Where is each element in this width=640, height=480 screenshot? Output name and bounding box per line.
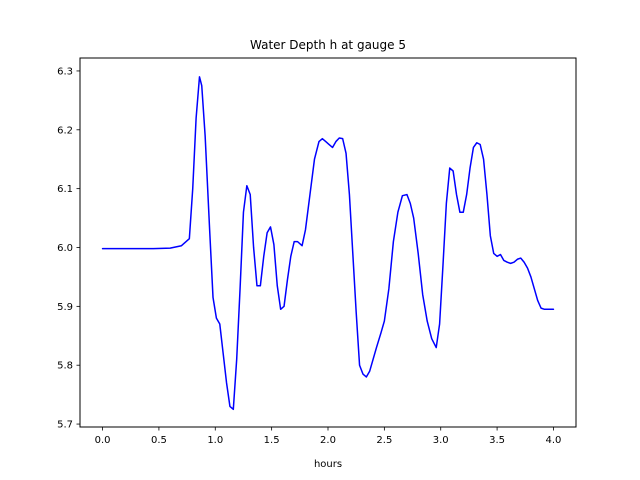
x-axis-label: hours bbox=[314, 459, 342, 470]
x-tick-label: 2.5 bbox=[376, 435, 392, 446]
x-axis: 0.0 0.5 1.0 1.5 2.0 2.5 3.0 3.5 4.0 bbox=[95, 427, 562, 446]
y-tick-label: 6.1 bbox=[57, 184, 73, 195]
y-tick-label: 6.2 bbox=[57, 125, 73, 136]
x-tick-label: 1.0 bbox=[207, 435, 223, 446]
y-tick-label: 6.0 bbox=[57, 243, 73, 254]
plot-background bbox=[80, 58, 576, 427]
y-tick-label: 6.3 bbox=[57, 66, 73, 77]
x-tick-label: 1.5 bbox=[264, 435, 280, 446]
y-tick-label: 5.7 bbox=[57, 420, 73, 431]
x-tick-label: 0.0 bbox=[95, 435, 111, 446]
x-tick-label: 0.5 bbox=[151, 435, 167, 446]
series-line-gauge-5 bbox=[101, 76, 555, 411]
chart-title: Water Depth h at gauge 5 bbox=[250, 38, 406, 52]
y-tick-label: 5.8 bbox=[57, 361, 73, 372]
x-tick-label: 3.0 bbox=[433, 435, 449, 446]
x-tick-label: 4.0 bbox=[546, 435, 562, 446]
y-axis: 5.7 5.8 5.9 6.0 6.1 6.2 6.3 bbox=[57, 66, 80, 431]
y-tick-label: 5.9 bbox=[57, 302, 73, 313]
x-tick-label: 2.0 bbox=[320, 435, 336, 446]
x-tick-label: 3.5 bbox=[489, 435, 505, 446]
plot-area bbox=[79, 57, 577, 428]
